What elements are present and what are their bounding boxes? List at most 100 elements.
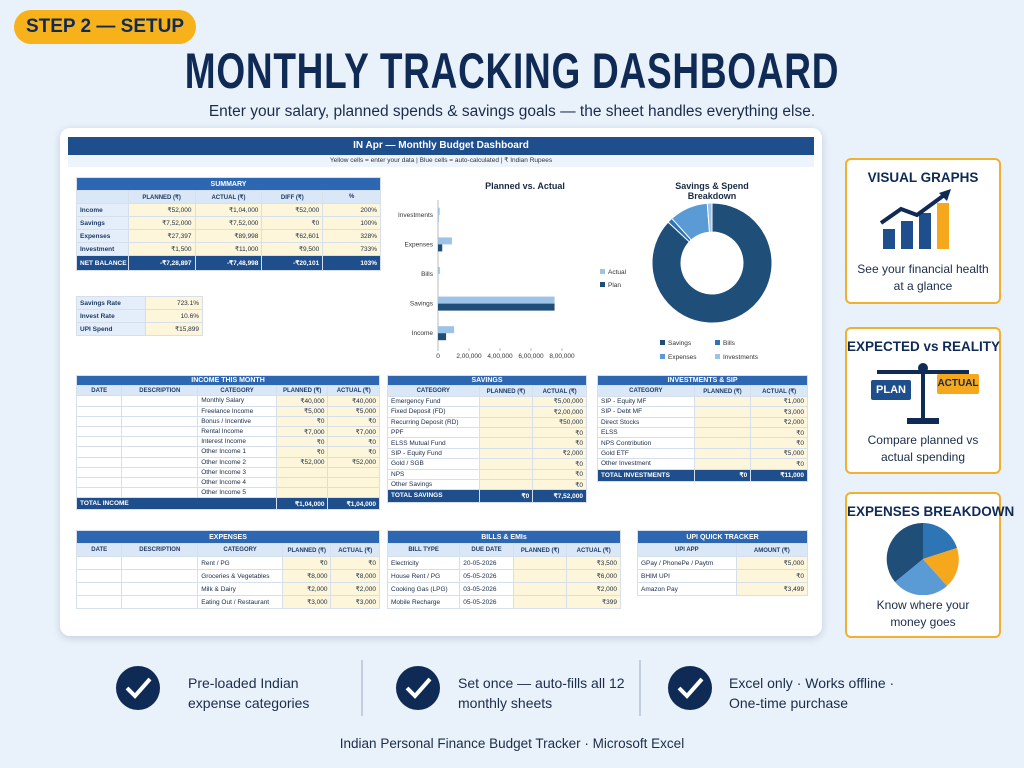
cell xyxy=(512,595,568,609)
bar xyxy=(438,267,440,274)
graph-icon xyxy=(879,189,951,249)
cell xyxy=(121,405,199,417)
row: House Rent / PG 05-05-2026 ₹6,000 xyxy=(386,569,621,583)
cell: ₹89,998 xyxy=(194,229,263,243)
cell: ₹0 xyxy=(261,216,324,230)
cell: Savings Rate xyxy=(75,296,147,310)
chart-title: Savings & Spend Breakdown xyxy=(675,181,749,201)
row: Invest Rate 10.6% xyxy=(75,309,203,323)
cell: Freelance Income xyxy=(197,405,277,417)
cell: ₹0 xyxy=(750,437,808,449)
row: Gold ETF ₹5,000 xyxy=(597,447,808,460)
legend-swatch xyxy=(660,340,665,345)
legend-swatch xyxy=(600,282,605,287)
cell: Gold ETF xyxy=(597,447,695,460)
step-badge: STEP 2 — SETUP xyxy=(14,10,196,44)
cell: Direct Stocks xyxy=(597,416,695,428)
cell: TOTAL INVESTMENTS xyxy=(597,468,695,482)
row: NET BALANCE -₹7,28,897 -₹7,48,998 -₹20,101 1… xyxy=(76,255,381,271)
row: BHIM UPI ₹0 xyxy=(637,569,809,583)
data-table: UPI QUICK TRACKER UPI APP AMOUNT (₹) GPay /… xyxy=(637,530,809,596)
cell xyxy=(121,466,199,478)
row: SUMMARY xyxy=(76,177,381,191)
cell: 103% xyxy=(322,255,381,271)
cell: Other Investment xyxy=(597,458,695,470)
cell xyxy=(76,190,129,204)
row: Other Income 4 xyxy=(75,476,380,489)
row: Fixed Deposit (FD) ₹2,00,000 xyxy=(387,406,587,418)
cell: DESCRIPTION xyxy=(121,543,199,557)
row: Amazon Pay ₹3,499 xyxy=(637,582,809,596)
cell xyxy=(75,436,123,448)
bar xyxy=(438,303,555,311)
cell: PLANNED (₹) xyxy=(478,385,534,397)
cell xyxy=(478,406,534,418)
row: BILLS & EMIs xyxy=(387,530,621,544)
row: Other Income 2 ₹52,000 ₹52,000 xyxy=(75,456,380,468)
feature-text: Set once — auto-fills all 12 monthly she… xyxy=(458,675,625,711)
row: Other Income 1 ₹0 ₹0 xyxy=(75,446,380,458)
cell: ₹399 xyxy=(566,595,621,609)
row: NPS Contribution ₹0 xyxy=(597,437,808,449)
cell: NPS xyxy=(387,468,480,480)
row: Other Income 3 xyxy=(75,466,380,478)
row: BILL TYPE DUE DATE PLANNED (₹) ACTUAL (₹) xyxy=(386,543,621,557)
row: Emergency Fund ₹5,00,000 xyxy=(387,395,587,408)
cell: TOTAL SAVINGS xyxy=(387,489,480,503)
data-table: INCOME THIS MONTH DATE DESCRIPTION CATEGORY… xyxy=(75,374,380,511)
cell xyxy=(478,478,534,491)
cell: ₹0 xyxy=(478,489,534,503)
card-title: EXPENSES BREAKDOWN xyxy=(847,504,1015,519)
cell: UPI QUICK TRACKER xyxy=(637,530,808,544)
cell xyxy=(327,487,380,499)
table: SUMMARY PLANNED (₹) ACTUAL (₹) DIFF (₹)% Inc… xyxy=(76,177,381,271)
row: EXPENSES xyxy=(76,530,380,544)
cell xyxy=(75,582,123,596)
row: SAVINGS xyxy=(387,374,587,387)
cell xyxy=(75,595,123,609)
feature-card: EXPENSES BREAKDOWN Know where your money… xyxy=(845,492,1015,638)
donut-slice xyxy=(706,202,713,233)
scale-shape xyxy=(877,363,969,424)
cell: ₹0 xyxy=(282,556,332,570)
row: Rental Income ₹7,000 ₹7,000 xyxy=(75,425,380,438)
cell: ₹3,500 xyxy=(566,556,621,570)
cell xyxy=(693,458,752,470)
cell xyxy=(75,556,123,570)
cell: Groceries & Vegetables xyxy=(197,569,284,583)
cell: ₹2,000 xyxy=(330,582,380,596)
row: Groceries & Vegetables ₹8,000 ₹8,000 xyxy=(75,569,380,583)
row: Savings Rate 723.1% xyxy=(75,296,203,310)
cell: Invest Rate xyxy=(75,309,147,323)
cell: 03-05-2026 xyxy=(459,582,514,596)
cell: TOTAL INCOME xyxy=(76,497,277,511)
row: ELSS ₹0 xyxy=(597,426,808,439)
row: DATE DESCRIPTION CATEGORY PLANNED (₹) ACTUAL… xyxy=(75,543,380,557)
cell: ₹11,000 xyxy=(750,468,808,482)
cell: ₹2,000 xyxy=(282,582,332,596)
cell xyxy=(327,466,380,478)
cell: GPay / PhonePe / Paytm xyxy=(637,556,737,570)
cell: ₹2,00,000 xyxy=(532,406,587,418)
row: UPI QUICK TRACKER xyxy=(637,530,808,544)
cell: ₹6,000 xyxy=(566,569,621,583)
row: Other Savings ₹0 xyxy=(387,478,587,491)
cell: ₹0 xyxy=(750,458,808,470)
y-tick-label: Expenses xyxy=(404,241,433,248)
cell: ₹7,52,000 xyxy=(532,489,587,503)
cell: ₹0 xyxy=(532,468,587,480)
scale-icon: PLAN ACTUAL xyxy=(847,358,999,428)
actual-tag: ACTUAL xyxy=(937,374,979,394)
row: Other Investment ₹0 xyxy=(597,458,808,470)
cell xyxy=(693,416,752,428)
cell xyxy=(512,582,568,596)
row: NPS ₹0 xyxy=(387,468,587,480)
table: INVESTMENTS & SIP CATEGORY PLANNED (₹) ACTU… xyxy=(597,374,808,482)
cell xyxy=(75,569,123,583)
row: Recurring Deposit (RD) ₹50,000 xyxy=(387,416,587,428)
cell: ₹2,000 xyxy=(750,416,808,428)
cell xyxy=(121,582,199,596)
card-title: VISUAL GRAPHS xyxy=(867,170,979,185)
cell: ₹0 xyxy=(532,426,587,439)
